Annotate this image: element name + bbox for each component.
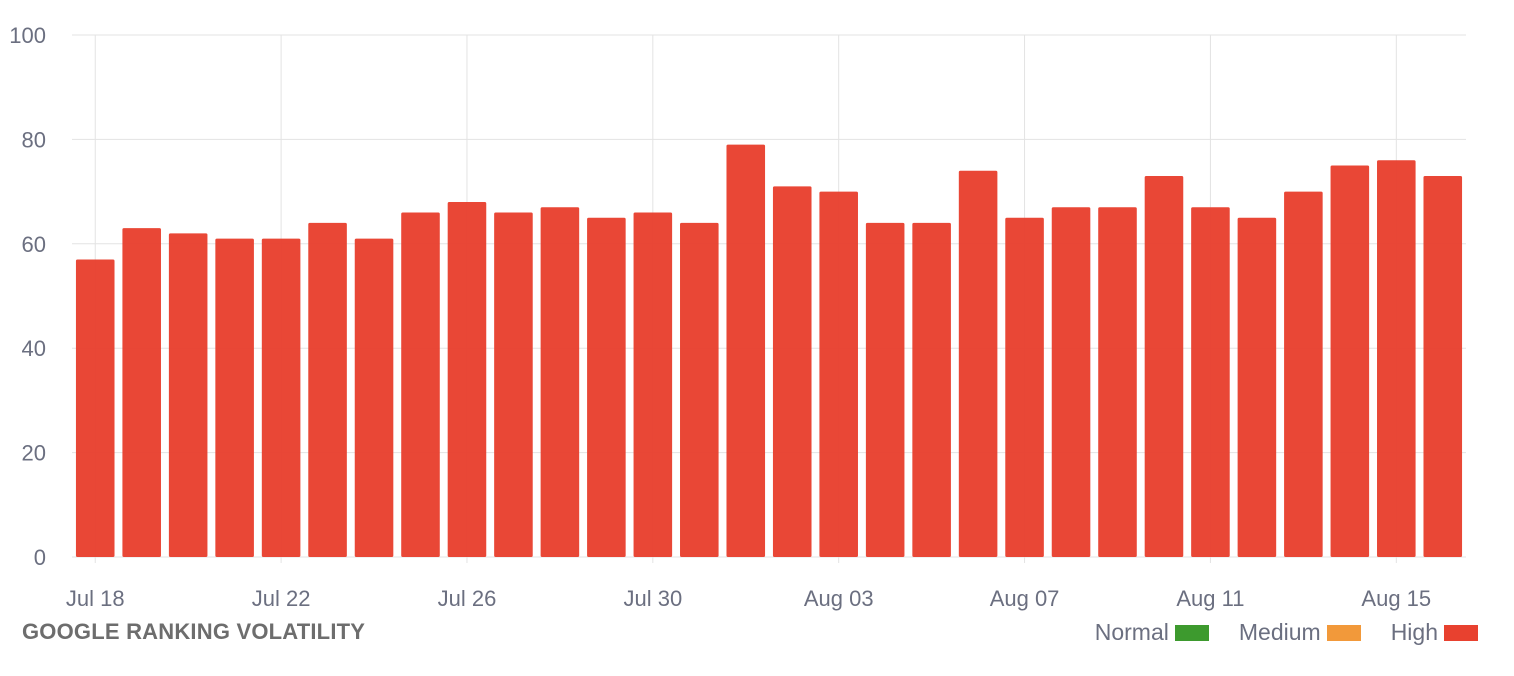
y-tick-label: 60 <box>22 232 46 257</box>
bar[interactable] <box>819 191 858 557</box>
bar[interactable] <box>680 222 719 558</box>
bar[interactable] <box>308 222 347 558</box>
chart-bars <box>75 144 1463 558</box>
bar[interactable] <box>1284 191 1323 557</box>
bar[interactable] <box>1051 207 1091 557</box>
x-tick-label: Jul 26 <box>438 586 497 611</box>
legend-item-medium[interactable]: Medium <box>1239 619 1361 646</box>
bar[interactable] <box>168 233 208 558</box>
bar[interactable] <box>587 217 626 557</box>
bar[interactable] <box>1098 207 1137 557</box>
x-tick-label: Jul 30 <box>623 586 682 611</box>
x-axis-ticks: Jul 18 Jul 22 Jul 26 Jul 30 Aug 03 Aug 07 Aug … <box>66 586 1431 611</box>
bar[interactable] <box>261 238 301 557</box>
bar[interactable] <box>912 222 951 558</box>
x-tick-label: Aug 15 <box>1361 586 1431 611</box>
x-tick-label: Aug 03 <box>804 586 874 611</box>
bar[interactable] <box>1191 207 1230 557</box>
bar[interactable] <box>1330 165 1370 558</box>
y-axis-ticks: 0 20 40 60 80 100 <box>9 23 46 570</box>
legend-item-high[interactable]: High <box>1391 619 1478 646</box>
chart-title: GOOGLE RANKING VOLATILITY <box>22 619 366 644</box>
legend-label-normal: Normal <box>1094 619 1169 645</box>
bar[interactable] <box>122 228 161 557</box>
bar[interactable] <box>215 238 254 557</box>
bar[interactable] <box>447 202 487 558</box>
y-tick-label: 100 <box>9 23 46 48</box>
legend-swatch-normal <box>1174 624 1209 641</box>
bar[interactable] <box>494 212 533 558</box>
x-tick-label: Jul 22 <box>252 586 311 611</box>
bar[interactable] <box>401 212 440 558</box>
bar[interactable] <box>1144 175 1184 557</box>
x-tick-label: Aug 07 <box>990 586 1060 611</box>
bar[interactable] <box>865 222 905 558</box>
bar[interactable] <box>540 207 580 557</box>
legend-label-high: High <box>1390 619 1438 645</box>
bar[interactable] <box>1237 217 1277 557</box>
bar[interactable] <box>772 186 812 557</box>
y-tick-label: 0 <box>34 545 46 570</box>
bar[interactable] <box>726 144 766 557</box>
bar[interactable] <box>354 238 394 557</box>
bar[interactable] <box>75 259 115 557</box>
bar[interactable] <box>633 212 673 558</box>
legend-label-medium: Medium <box>1238 619 1321 645</box>
bar[interactable] <box>1005 217 1044 557</box>
y-tick-label: 80 <box>22 127 46 152</box>
legend-swatch-medium <box>1326 624 1361 641</box>
chart-legend: Normal Medium High <box>1065 619 1478 646</box>
bar[interactable] <box>958 170 998 557</box>
y-tick-label: 20 <box>22 441 46 466</box>
legend-swatch-high <box>1444 624 1478 641</box>
x-tick-label: Aug 11 <box>1176 586 1244 611</box>
bar[interactable] <box>1423 175 1463 557</box>
x-tick-label: Jul 18 <box>66 586 125 611</box>
bar[interactable] <box>1377 160 1416 557</box>
y-tick-label: 40 <box>22 336 46 361</box>
legend-item-normal[interactable]: Normal <box>1095 619 1209 646</box>
